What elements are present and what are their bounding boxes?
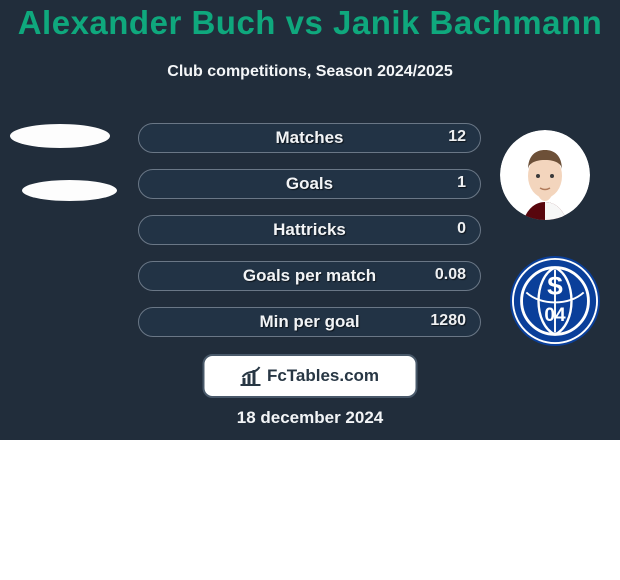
left-player-placeholder-1 [10,124,110,148]
stat-label: Goals [139,174,480,194]
crest-letter-top: S [547,273,564,300]
stat-value-right: 0 [457,220,466,238]
stat-row: Min per goal1280 [138,307,481,337]
page-subtitle: Club competitions, Season 2024/2025 [0,63,620,81]
comparison-infographic: Alexander Buch vs Janik Bachmann Club co… [0,0,620,580]
crest-letter-bottom: 04 [544,305,566,326]
stat-label: Hattricks [139,220,480,240]
stat-label: Matches [139,128,480,148]
bar-chart-icon [241,365,263,387]
stat-label: Goals per match [139,266,480,286]
stat-value-right: 1280 [430,312,466,330]
brand-suffix: Tables.com [287,366,379,385]
date-text: 18 december 2024 [0,408,620,428]
brand-prefix: Fc [267,366,287,385]
stat-label: Min per goal [139,312,480,332]
right-club-badge: S 04 [510,256,600,346]
stat-row: Goals1 [138,169,481,199]
avatar-illustration [500,130,590,220]
club-crest-icon: S 04 [512,258,598,344]
page-title: Alexander Buch vs Janik Bachmann [0,4,620,42]
stats-list: Matches12 Goals1 Hattricks0 Goals per match… [138,123,481,353]
stat-row: Goals per match0.08 [138,261,481,291]
stat-value-right: 1 [457,174,466,192]
left-player-placeholder-2 [22,180,117,201]
brand-text: FcTables.com [267,366,379,386]
stat-row: Hattricks0 [138,215,481,245]
right-player-avatar [500,130,590,220]
stat-value-right: 0.08 [435,266,466,284]
brand-badge: FcTables.com [203,354,418,398]
stat-value-right: 12 [448,128,466,146]
stat-row: Matches12 [138,123,481,153]
background-bottom [0,440,620,580]
